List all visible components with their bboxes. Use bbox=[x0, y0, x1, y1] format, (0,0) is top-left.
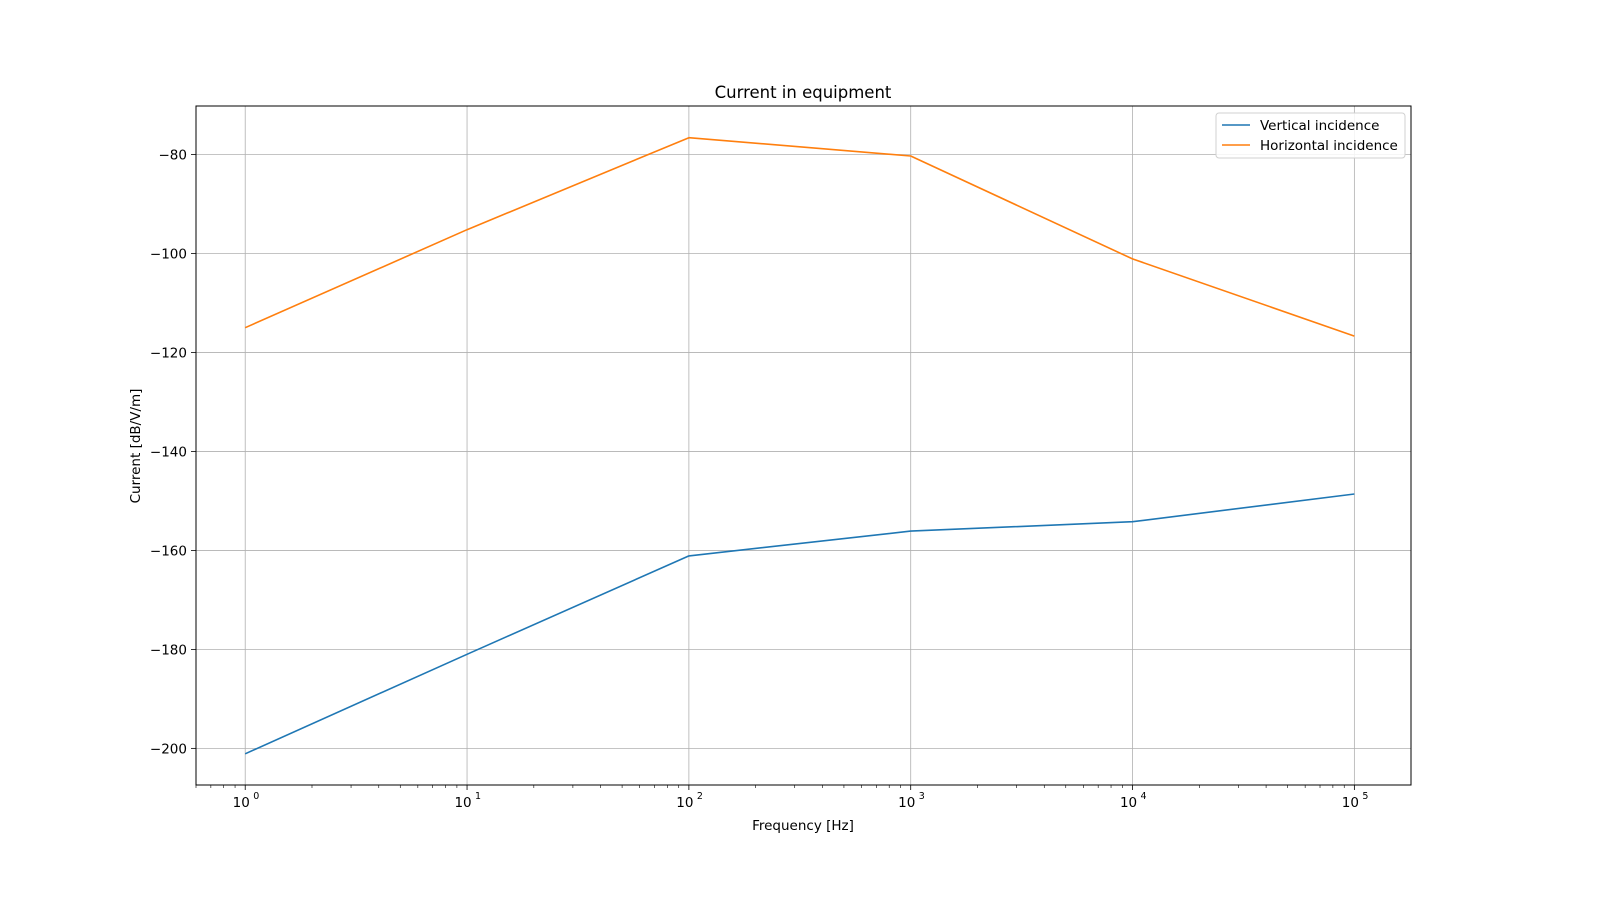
series-line-1 bbox=[244, 493, 1355, 755]
x-tick-label-exponent: 4 bbox=[1141, 791, 1147, 802]
x-tick-label: 10 bbox=[233, 795, 250, 811]
legend-box bbox=[1215, 112, 1406, 159]
y-tick-label: −160 bbox=[150, 543, 187, 559]
legend-label: Vertical incidence bbox=[1260, 118, 1379, 134]
y-tick-label: −120 bbox=[150, 345, 187, 361]
y-axis: −80 −100 −120 −140 −160 −180 −200 bbox=[150, 148, 196, 757]
legend-label: Horizontal incidence bbox=[1260, 138, 1398, 154]
x-tick-label-exponent: 0 bbox=[253, 791, 259, 802]
plot-frame bbox=[195, 105, 1412, 786]
x-tick-label: 10 bbox=[1120, 795, 1137, 811]
x-axis: 10 0 10 1 10 2 10 3 10 4 10 5 bbox=[233, 785, 1368, 811]
legend: Vertical incidence Horizontal incidence bbox=[1215, 112, 1406, 159]
x-tick-label-exponent: 3 bbox=[919, 791, 925, 802]
x-tick-label: 10 bbox=[454, 795, 471, 811]
y-tick-label: −180 bbox=[150, 642, 187, 658]
x-tick-label: 10 bbox=[1342, 795, 1359, 811]
plot-series bbox=[244, 136, 1355, 755]
y-axis-label: Current [dB/V/m] bbox=[128, 389, 144, 504]
x-tick-label-exponent: 5 bbox=[1362, 791, 1368, 802]
y-tick-label: −200 bbox=[150, 741, 187, 757]
grid-lines bbox=[196, 106, 1411, 785]
chart-title: Current in equipment bbox=[715, 83, 892, 102]
minor-ticks bbox=[195, 785, 1345, 788]
x-tick-label-exponent: 1 bbox=[475, 791, 481, 802]
y-tick-label: −100 bbox=[150, 246, 187, 262]
x-axis-label: Frequency [Hz] bbox=[752, 818, 854, 834]
x-tick-label: 10 bbox=[898, 795, 915, 811]
x-tick-label: 10 bbox=[676, 795, 693, 811]
series-line-2 bbox=[244, 136, 1355, 337]
y-tick-label: −80 bbox=[159, 148, 188, 164]
x-tick-label-exponent: 2 bbox=[697, 791, 703, 802]
y-tick-label: −140 bbox=[150, 444, 187, 460]
